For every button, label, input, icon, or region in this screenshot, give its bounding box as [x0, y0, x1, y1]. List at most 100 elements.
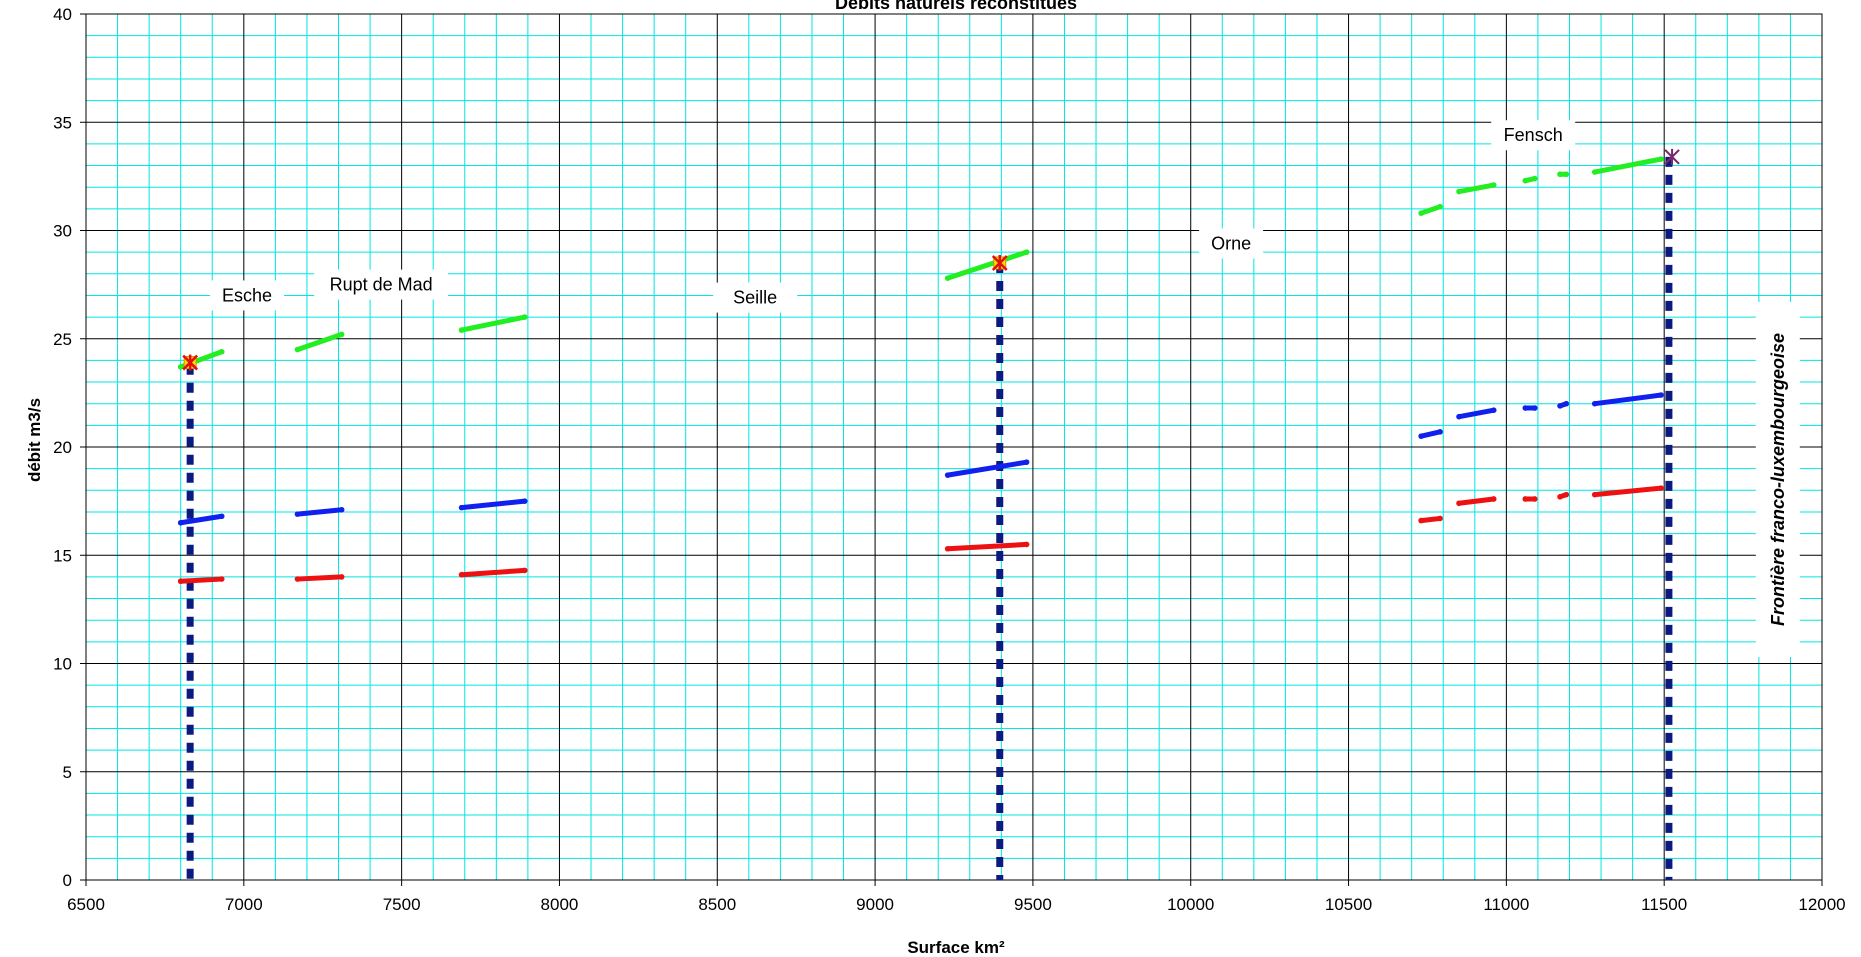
axes: 6500 7000 7500 8000 8500 9000 9500 10000 10500 11… [53, 5, 1846, 914]
annotation-box [1755, 301, 1800, 657]
x-axis-title: Surface km² [907, 938, 1005, 957]
markers [182, 148, 1680, 371]
y-tick-label: 30 [53, 222, 72, 241]
green-series-point [1456, 188, 1462, 195]
blue-series-point [1456, 413, 1462, 420]
green-series-point [1557, 171, 1563, 178]
annotation-box [1199, 228, 1264, 259]
green-series-point [1490, 182, 1497, 188]
y-tick-label: 0 [63, 871, 72, 890]
y-tick-label: 15 [53, 546, 72, 565]
blue-series-segment [1592, 392, 1664, 407]
red-series-point [1658, 485, 1664, 491]
green-series-point [458, 327, 465, 333]
red-series-point [1418, 517, 1424, 524]
marker-star [182, 354, 199, 371]
x-tick-label: 10500 [1325, 895, 1372, 914]
green-series-segment [294, 331, 345, 353]
y-tick-label: 10 [53, 655, 72, 674]
x-tick-label: 8000 [541, 895, 579, 914]
green-series-point [177, 364, 184, 370]
red-series-point [1557, 493, 1563, 500]
red-series-point [294, 576, 301, 582]
annotation-label: Rupt de Mad [330, 275, 433, 295]
blue-series-point [1531, 405, 1538, 411]
x-tick-label: 6500 [67, 895, 105, 914]
y-tick-label: 35 [53, 113, 72, 132]
green-series-segment [1456, 182, 1497, 195]
green-series-segment [945, 249, 1030, 281]
y-tick-label: 5 [63, 763, 72, 782]
x-tick-label: 11000 [1483, 895, 1529, 914]
x-tick-label: 7500 [383, 895, 421, 914]
green-series-segment [1418, 204, 1443, 216]
blue-series-segment [945, 459, 1030, 478]
red-series-point [944, 545, 951, 552]
blue-series-point [944, 472, 951, 478]
red-series-point [1591, 491, 1598, 498]
marker-star [991, 254, 1008, 271]
blue-series-segment [459, 498, 528, 511]
red-series-point [1531, 496, 1538, 502]
annotation-label: Esche [222, 285, 272, 305]
x-tick-label: 7000 [225, 895, 263, 914]
annotation-box [314, 269, 449, 300]
blue-series-point [218, 513, 225, 520]
y-tick-label: 20 [53, 438, 72, 457]
y-axis-title: débit m3/s [25, 398, 44, 482]
green-series-point [1531, 175, 1538, 182]
red-series-segment [945, 541, 1030, 552]
green-series-point [1658, 156, 1664, 162]
red-series-segment [1418, 515, 1443, 524]
x-tick-label: 12000 [1798, 895, 1845, 914]
red-series-point [338, 574, 345, 580]
y-tick-label: 25 [53, 330, 72, 349]
green-series-point [1591, 169, 1598, 175]
green-series-point [944, 275, 951, 281]
blue-series-point [1522, 405, 1529, 411]
annotation-label: Orne [1211, 233, 1251, 253]
green-series-point [1522, 177, 1529, 184]
blue-series-point [177, 519, 184, 526]
red-series-point [218, 576, 225, 582]
red-series-point [521, 567, 528, 574]
green-series-point [521, 314, 528, 320]
red-series-segment [1456, 496, 1497, 506]
blue-series-point [458, 504, 465, 511]
blue-series-point [521, 498, 528, 504]
blue-series-point [1658, 392, 1664, 398]
annotation-label: Seille [733, 288, 777, 308]
y-tick-label: 40 [53, 5, 72, 24]
green-series-point [1023, 249, 1030, 255]
green-series-point [1437, 203, 1443, 210]
annotation-label: Fensch [1504, 125, 1563, 145]
annotation-box [209, 280, 284, 311]
blue-series-point [1023, 459, 1030, 465]
x-tick-label: 8500 [698, 895, 736, 914]
green-series-segment [1592, 156, 1664, 175]
x-tick-label: 11500 [1641, 895, 1687, 914]
blue-series-point [294, 511, 301, 517]
blue-series-point [1557, 403, 1563, 409]
green-series-point [1563, 171, 1570, 178]
blue-series-point [1563, 400, 1570, 407]
annotation-frontiere: Frontière franco-luxembourgeoise [1768, 333, 1788, 626]
blue-series-point [1490, 407, 1497, 413]
green-series-point [294, 346, 301, 353]
blue-series-point [338, 506, 345, 513]
x-tick-label: 9500 [1014, 895, 1052, 914]
blue-series-point [1591, 400, 1598, 407]
red-series-segment [294, 574, 345, 582]
red-series-segment [459, 567, 528, 578]
blue-series-segment [178, 513, 225, 526]
red-series-point [1437, 515, 1443, 522]
annotations: Esche Rupt de Mad Seille Orne Fensch Frontièr… [209, 120, 1800, 657]
blue-series-point [1418, 433, 1424, 439]
frontier-lines [186, 156, 1673, 880]
green-series-point [1418, 210, 1424, 216]
red-series-segment [1592, 485, 1664, 498]
annotation-box [1491, 120, 1576, 151]
marker-cross [1664, 148, 1680, 165]
